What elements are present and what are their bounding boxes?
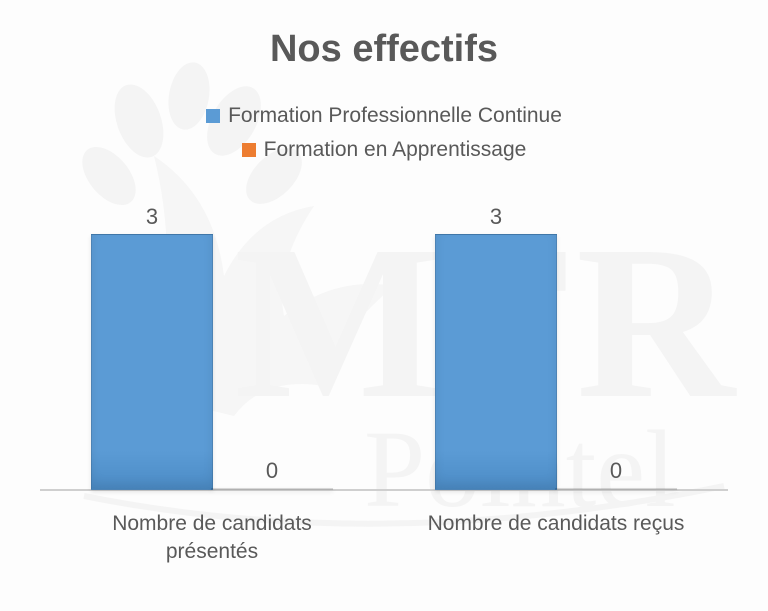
legend-swatch [206,109,220,123]
chart-title: Nos effectifs [0,28,768,71]
chart-canvas: MFR Pointel Nos effectifs Formation Prof… [0,0,768,611]
legend-item: Formation Professionnelle Continue [206,104,562,128]
bar-value: 0 [556,458,676,484]
bar-value: 0 [212,458,332,484]
plot-area: 3030 [40,236,728,490]
x-label: Nombre de candidatsprésentés [40,510,384,567]
bar-value: 3 [436,204,556,230]
x-label: Nombre de candidats reçus [384,510,728,567]
bar-value: 3 [92,204,212,230]
bar: 0 [212,488,332,490]
bar-group: 30 [384,236,728,490]
legend-swatch [242,143,256,157]
legend-label: Formation en Apprentissage [264,138,527,162]
legend: Formation Professionnelle Continue Forma… [0,104,768,162]
bar: 3 [436,234,556,490]
x-axis-labels: Nombre de candidatsprésentés Nombre de c… [40,510,728,567]
legend-label: Formation Professionnelle Continue [228,104,562,128]
legend-item: Formation en Apprentissage [242,138,527,162]
bar: 3 [92,234,212,490]
bar-group: 30 [40,236,384,490]
bar: 0 [556,488,676,490]
